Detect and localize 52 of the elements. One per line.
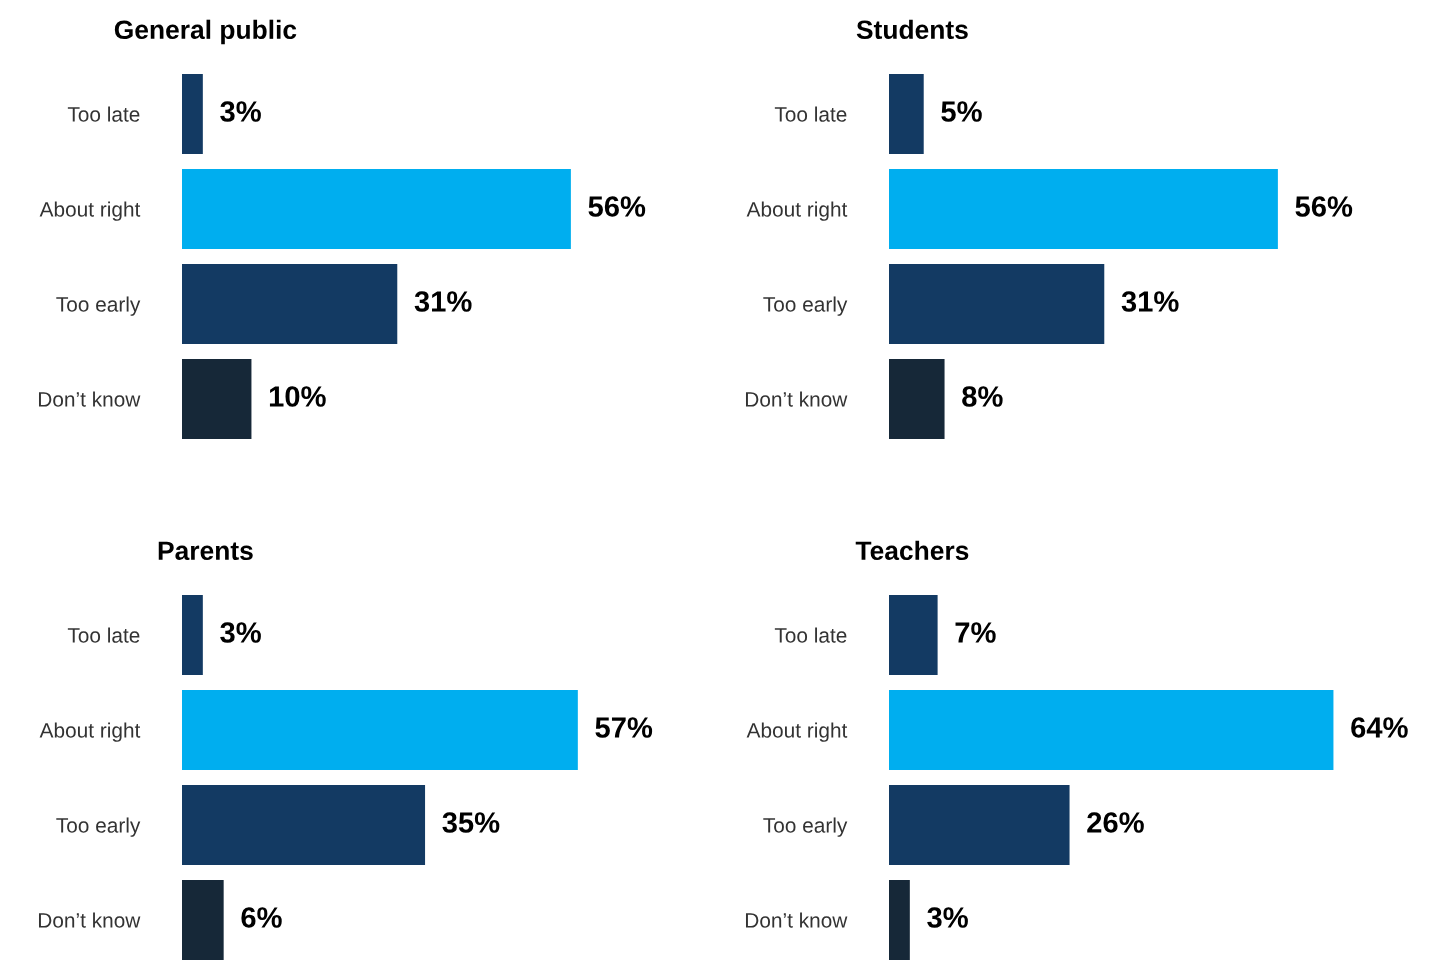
data-label: 5%: [941, 101, 982, 122]
bar: [182, 880, 224, 960]
bar: [182, 264, 398, 344]
bar: [182, 690, 578, 770]
y-tick-label: About right: [39, 201, 141, 221]
data-label: 56%: [1295, 196, 1353, 217]
y-tick-label: Don’t know: [745, 912, 848, 928]
y-tick-label: About right: [746, 722, 848, 742]
bar: [182, 359, 252, 439]
data-label: 31%: [1121, 291, 1179, 312]
data-label: 3%: [220, 622, 261, 643]
data-label: 3%: [220, 101, 261, 122]
y-tick-label: About right: [39, 722, 141, 742]
bar: [889, 359, 945, 439]
chart-title: General public: [114, 19, 297, 45]
data-label: 8%: [962, 386, 1003, 407]
y-tick-label: Too late: [67, 627, 140, 643]
bar: [182, 169, 571, 249]
chart-title: Teachers: [855, 540, 969, 561]
y-tick-label: Don’t know: [745, 391, 848, 407]
bar: [889, 74, 924, 154]
y-tick-label: Too early: [56, 817, 141, 837]
data-label: 64%: [1351, 717, 1408, 738]
data-label: 26%: [1087, 812, 1144, 833]
y-tick-label: Don’t know: [38, 912, 141, 928]
data-label: 35%: [442, 812, 500, 833]
bar: [889, 169, 1278, 249]
data-label: 3%: [927, 907, 968, 928]
y-tick-label: Too early: [763, 296, 848, 316]
data-label: 31%: [414, 291, 472, 312]
bar: [182, 74, 203, 154]
y-tick-label: Too late: [67, 106, 140, 122]
chart-title: Parents: [158, 541, 253, 561]
y-tick-label: Don’t know: [38, 391, 141, 407]
bar: [889, 880, 910, 960]
y-tick-label: About right: [746, 201, 848, 221]
bar: [889, 264, 1105, 344]
data-label: 10%: [269, 386, 326, 407]
bar: [889, 690, 1334, 770]
bar: [182, 785, 426, 865]
bar: [889, 595, 938, 675]
data-label: 6%: [241, 907, 282, 928]
y-tick-label: Too early: [56, 296, 141, 316]
data-label: 7%: [955, 622, 996, 643]
y-tick-label: Too late: [774, 106, 847, 122]
bar: [182, 595, 203, 675]
bar: [889, 785, 1070, 865]
y-tick-label: Too early: [763, 817, 848, 837]
data-label: 57%: [595, 717, 653, 738]
chart-title: Students: [856, 19, 968, 40]
data-label: 56%: [588, 196, 646, 217]
y-tick-label: Too late: [774, 627, 847, 643]
